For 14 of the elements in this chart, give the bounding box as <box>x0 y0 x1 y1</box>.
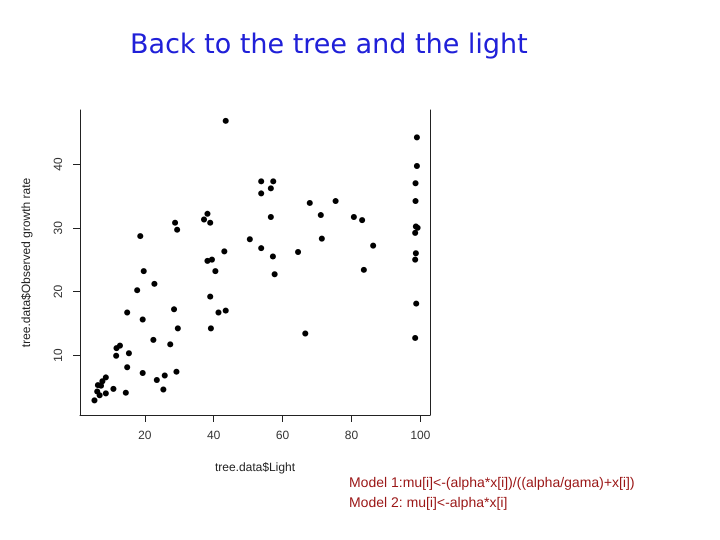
text: Model 2: mu[i]<-alpha*x[i] <box>349 494 508 510</box>
y-tick-label: 40 <box>51 157 65 171</box>
text: Model 1:mu[i]<-(alpha*x[i])/((alpha/gama)+x[i]) <box>349 474 635 490</box>
x-tick-label: 80 <box>344 428 358 442</box>
x-tick-label: 60 <box>276 428 290 442</box>
x-tick-label: 40 <box>206 428 221 442</box>
y-tick-label: 10 <box>51 348 65 362</box>
y-tick-label: 30 <box>51 220 65 234</box>
x-tick-label: 20 <box>138 428 152 442</box>
chart-title: Back to the tree and the light <box>130 29 528 60</box>
x-axis-title: tree.data$Light <box>214 460 296 474</box>
x-tick-label: 100 <box>410 428 431 442</box>
y-axis-title: tree.data$Observed growth rate <box>19 177 33 348</box>
y-tick-label: 20 <box>51 284 65 298</box>
